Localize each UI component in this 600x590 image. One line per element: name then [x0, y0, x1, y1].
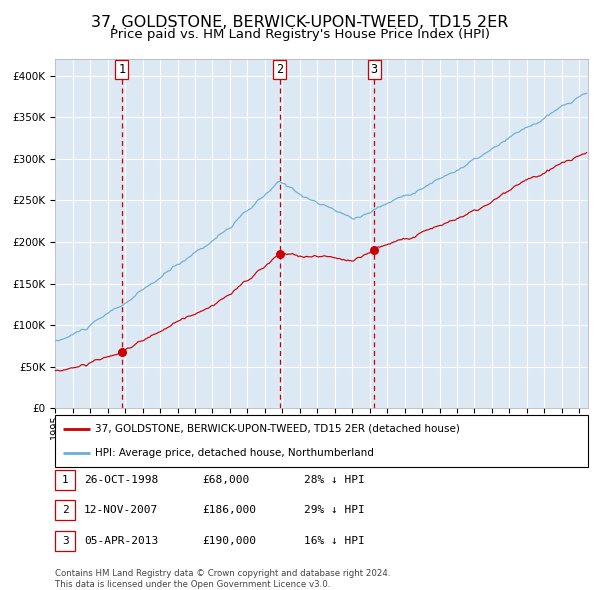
Text: 3: 3 — [62, 536, 68, 546]
Text: 37, GOLDSTONE, BERWICK-UPON-TWEED, TD15 2ER (detached house): 37, GOLDSTONE, BERWICK-UPON-TWEED, TD15 … — [95, 424, 460, 434]
Text: 2: 2 — [277, 63, 283, 76]
Text: 3: 3 — [371, 63, 378, 76]
Text: 37, GOLDSTONE, BERWICK-UPON-TWEED, TD15 2ER: 37, GOLDSTONE, BERWICK-UPON-TWEED, TD15 … — [91, 15, 509, 30]
Text: Price paid vs. HM Land Registry's House Price Index (HPI): Price paid vs. HM Land Registry's House … — [110, 28, 490, 41]
Text: 26-OCT-1998: 26-OCT-1998 — [84, 476, 158, 485]
Text: 12-NOV-2007: 12-NOV-2007 — [84, 506, 158, 515]
Text: 28% ↓ HPI: 28% ↓ HPI — [304, 476, 365, 485]
Text: 29% ↓ HPI: 29% ↓ HPI — [304, 506, 365, 515]
Text: 2: 2 — [62, 506, 68, 515]
Text: HPI: Average price, detached house, Northumberland: HPI: Average price, detached house, Nort… — [95, 448, 374, 458]
Text: 1: 1 — [62, 476, 68, 485]
Text: 1: 1 — [118, 63, 125, 76]
Text: 16% ↓ HPI: 16% ↓ HPI — [304, 536, 365, 546]
Text: £186,000: £186,000 — [202, 506, 256, 515]
Text: £190,000: £190,000 — [202, 536, 256, 546]
Text: Contains HM Land Registry data © Crown copyright and database right 2024.
This d: Contains HM Land Registry data © Crown c… — [55, 569, 391, 589]
Text: £68,000: £68,000 — [202, 476, 250, 485]
Text: 05-APR-2013: 05-APR-2013 — [84, 536, 158, 546]
